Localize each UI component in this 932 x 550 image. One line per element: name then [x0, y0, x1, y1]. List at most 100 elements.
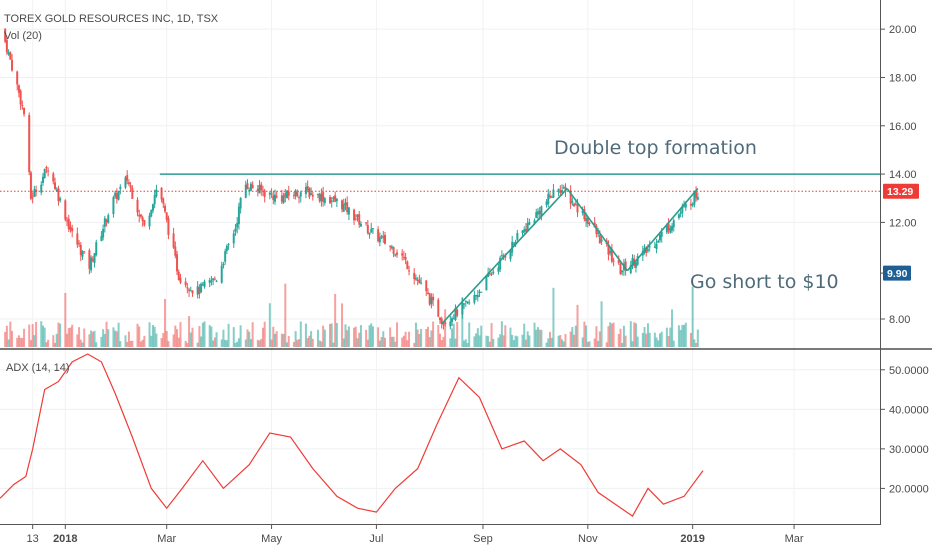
volume-bar — [66, 333, 69, 347]
volume-bar — [693, 339, 696, 347]
volume-bar — [516, 336, 519, 347]
grid — [0, 0, 880, 524]
volume-bar — [248, 331, 251, 347]
candle-body — [504, 255, 507, 258]
volume-bar — [347, 326, 350, 347]
volume-bar — [47, 339, 50, 347]
volume-bar — [359, 325, 362, 347]
candle-body — [21, 105, 24, 107]
target-price-tag — [883, 265, 911, 281]
candle-body — [131, 187, 134, 199]
volume-bar — [478, 335, 481, 347]
volume-bar — [162, 333, 165, 347]
volume-bar — [619, 328, 622, 347]
candle-body — [275, 196, 278, 198]
volume-bar — [299, 321, 302, 347]
annotation-double-top: Double top formation — [554, 137, 757, 159]
candle-body — [76, 233, 79, 245]
volume-bar — [564, 333, 567, 347]
volume-bar — [562, 341, 565, 347]
volume-bar — [304, 323, 307, 347]
candle-body — [365, 222, 368, 224]
candle-body — [306, 185, 309, 191]
candle-body — [246, 183, 249, 190]
candle-body — [127, 182, 130, 185]
adx-tick-label: 40.0000 — [889, 404, 929, 416]
candle-body — [402, 256, 405, 258]
candle-body — [420, 282, 423, 284]
candle-body — [401, 253, 404, 256]
candle-body — [559, 190, 562, 194]
candle-body — [476, 295, 479, 298]
candle-body — [684, 203, 687, 208]
volume-bar — [256, 339, 259, 347]
volume-bar — [198, 326, 201, 347]
candle-body — [478, 291, 481, 293]
volume-bar — [35, 321, 38, 347]
candle-body — [330, 200, 333, 202]
volume-bar — [641, 332, 644, 347]
volume-bar — [164, 298, 166, 347]
volume-bar — [593, 338, 596, 347]
volume-bar — [258, 340, 261, 347]
volume-bar — [246, 329, 249, 347]
volume-bar — [127, 331, 130, 347]
volume-bar — [79, 339, 82, 347]
candle-body — [672, 220, 675, 228]
volume-bar — [490, 323, 493, 347]
volume-bar — [322, 325, 325, 347]
volume-bar — [222, 329, 225, 347]
volume-bar — [521, 334, 524, 347]
adx-line — [0, 353, 704, 517]
volume-bar — [695, 342, 698, 347]
volume-bar — [624, 335, 627, 347]
candle-body — [416, 279, 419, 281]
candle-body — [55, 189, 58, 192]
volume-bar — [500, 321, 503, 347]
volume-bar — [681, 324, 684, 347]
volume-bar — [287, 336, 290, 347]
candle-body — [237, 206, 240, 224]
candle-body — [210, 280, 213, 282]
time-tick-label: 2019 — [680, 533, 704, 545]
volume-bar — [605, 342, 608, 347]
candle-body — [54, 182, 56, 190]
adx-panel — [0, 353, 704, 517]
candle-body — [64, 200, 67, 220]
candle-body — [93, 253, 96, 264]
candle-body — [346, 202, 349, 213]
volume-bar — [461, 297, 464, 347]
volume-bar — [126, 341, 129, 347]
volume-bar — [504, 325, 507, 347]
volume-bar — [23, 328, 26, 347]
adx-label: ADX (14, 14) — [6, 362, 70, 374]
volume-bar — [167, 341, 170, 347]
candle-body — [71, 228, 74, 232]
candle-body — [665, 225, 668, 233]
price-tick-label: 8.00 — [889, 314, 910, 326]
volume-bar — [107, 329, 110, 347]
volume-bar — [585, 325, 588, 347]
target-price-label: 9.90 — [887, 268, 908, 280]
candle-body — [612, 260, 615, 262]
candle-body — [552, 189, 555, 198]
volume-bar — [384, 337, 386, 347]
volume-bar — [29, 340, 32, 347]
candle-body — [316, 194, 319, 196]
candle-body — [91, 259, 94, 261]
candle-body — [40, 184, 43, 193]
volume-bar — [292, 341, 295, 347]
volume-bar — [463, 340, 466, 347]
candle-body — [126, 175, 129, 181]
volume-bar — [595, 326, 598, 347]
volume-bar — [643, 327, 646, 347]
volume-bar — [261, 327, 264, 347]
trendline — [441, 188, 568, 325]
candle-body — [406, 261, 409, 270]
volume-bar — [43, 327, 46, 347]
volume-bar — [691, 286, 694, 347]
volume-bar — [83, 328, 86, 347]
volume-bar — [600, 301, 603, 347]
volume-bar — [90, 330, 93, 347]
